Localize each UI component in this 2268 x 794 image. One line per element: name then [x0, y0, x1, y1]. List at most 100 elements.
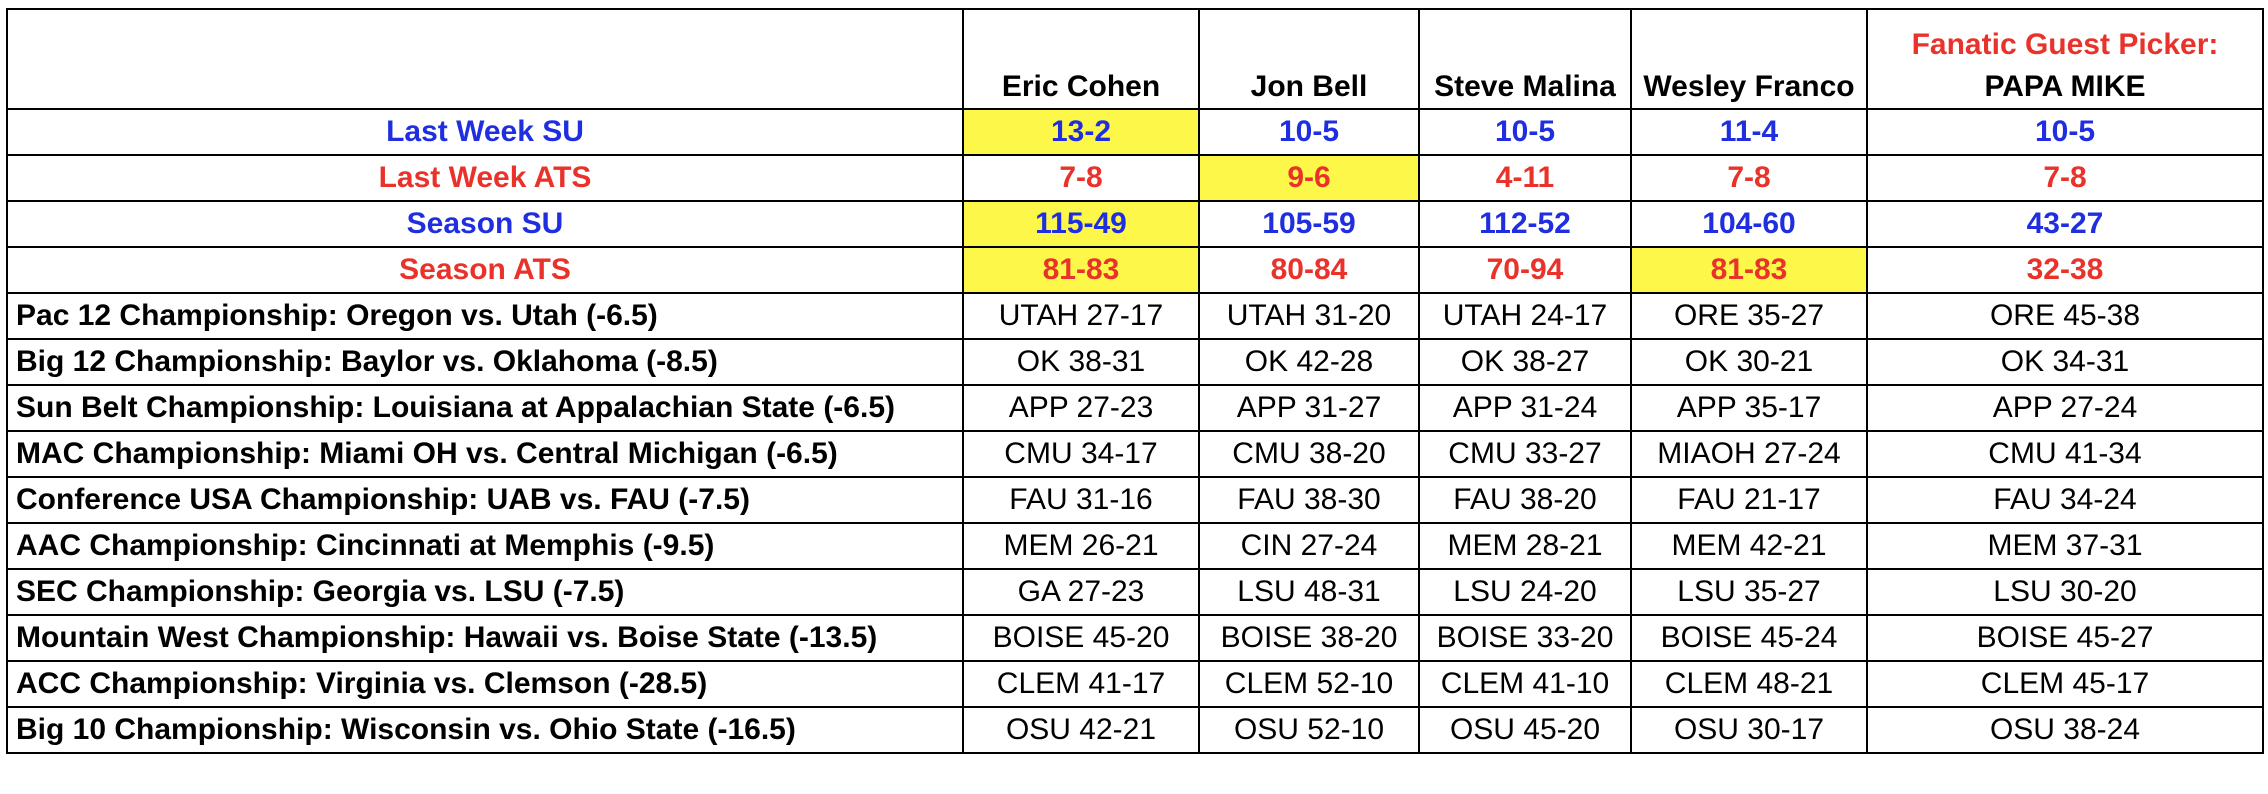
- stat-value: 13-2: [962, 108, 1200, 156]
- game-label: Conference USA Championship: UAB vs. FAU…: [6, 476, 964, 524]
- picks-table: Eric Cohen Jon Bell Steve Malina Wesley …: [6, 8, 2264, 754]
- game-pick: OK 38-27: [1418, 338, 1632, 386]
- game-pick: APP 31-24: [1418, 384, 1632, 432]
- stat-value: 7-8: [1866, 154, 2264, 202]
- game-pick: GA 27-23: [962, 568, 1200, 616]
- stat-value: 105-59: [1198, 200, 1420, 248]
- stat-value: 70-94: [1418, 246, 1632, 294]
- game-pick: APP 31-27: [1198, 384, 1420, 432]
- game-pick: CLEM 48-21: [1630, 660, 1868, 708]
- game-pick: OK 34-31: [1866, 338, 2264, 386]
- game-pick: OK 38-31: [962, 338, 1200, 386]
- game-pick: OSU 42-21: [962, 706, 1200, 754]
- game-pick: CLEM 41-10: [1418, 660, 1632, 708]
- game-pick: BOISE 38-20: [1198, 614, 1420, 662]
- game-pick: OSU 45-20: [1418, 706, 1632, 754]
- game-label: AAC Championship: Cincinnati at Memphis …: [6, 522, 964, 570]
- stat-value: 43-27: [1866, 200, 2264, 248]
- game-pick: BOISE 45-20: [962, 614, 1200, 662]
- game-pick: UTAH 27-17: [962, 292, 1200, 340]
- stat-value: 115-49: [962, 200, 1200, 248]
- game-pick: MIAOH 27-24: [1630, 430, 1868, 478]
- picker-header-wesley-franco: Wesley Franco: [1630, 8, 1868, 110]
- stat-row: Last Week ATS 7-8 9-6 4-11 7-8 7-8: [6, 154, 2264, 202]
- game-row: AAC Championship: Cincinnati at Memphis …: [6, 522, 2264, 570]
- stat-value: 32-38: [1866, 246, 2264, 294]
- game-row: ACC Championship: Virginia vs. Clemson (…: [6, 660, 2264, 708]
- game-row: SEC Championship: Georgia vs. LSU (-7.5)…: [6, 568, 2264, 616]
- stat-value: 10-5: [1418, 108, 1632, 156]
- game-pick: FAU 38-20: [1418, 476, 1632, 524]
- stat-label: Last Week SU: [6, 108, 964, 156]
- header-row: Eric Cohen Jon Bell Steve Malina Wesley …: [6, 8, 2264, 110]
- game-label: Big 12 Championship: Baylor vs. Oklahoma…: [6, 338, 964, 386]
- game-label: ACC Championship: Virginia vs. Clemson (…: [6, 660, 964, 708]
- game-pick: BOISE 45-27: [1866, 614, 2264, 662]
- game-label: SEC Championship: Georgia vs. LSU (-7.5): [6, 568, 964, 616]
- game-row: Big 10 Championship: Wisconsin vs. Ohio …: [6, 706, 2264, 754]
- game-pick: CLEM 41-17: [962, 660, 1200, 708]
- game-pick: FAU 34-24: [1866, 476, 2264, 524]
- game-pick: MEM 37-31: [1866, 522, 2264, 570]
- game-row: Sun Belt Championship: Louisiana at Appa…: [6, 384, 2264, 432]
- game-pick: FAU 31-16: [962, 476, 1200, 524]
- guest-picker-title: Fanatic Guest Picker:: [1911, 28, 2219, 61]
- game-pick: CLEM 45-17: [1866, 660, 2264, 708]
- game-pick: MEM 42-21: [1630, 522, 1868, 570]
- game-row: MAC Championship: Miami OH vs. Central M…: [6, 430, 2264, 478]
- game-pick: BOISE 33-20: [1418, 614, 1632, 662]
- stat-value: 10-5: [1198, 108, 1420, 156]
- stat-value: 7-8: [962, 154, 1200, 202]
- game-pick: LSU 35-27: [1630, 568, 1868, 616]
- stat-label: Season ATS: [6, 246, 964, 294]
- game-pick: FAU 38-30: [1198, 476, 1420, 524]
- guest-picker-header: Fanatic Guest Picker: PAPA MIKE: [1866, 8, 2264, 110]
- stat-row: Last Week SU 13-2 10-5 10-5 11-4 10-5: [6, 108, 2264, 156]
- game-pick: LSU 30-20: [1866, 568, 2264, 616]
- game-pick: CMU 38-20: [1198, 430, 1420, 478]
- game-pick: CMU 34-17: [962, 430, 1200, 478]
- game-pick: CLEM 52-10: [1198, 660, 1420, 708]
- stat-value: 7-8: [1630, 154, 1868, 202]
- game-row: Conference USA Championship: UAB vs. FAU…: [6, 476, 2264, 524]
- game-row: Big 12 Championship: Baylor vs. Oklahoma…: [6, 338, 2264, 386]
- game-pick: APP 35-17: [1630, 384, 1868, 432]
- game-pick: OSU 30-17: [1630, 706, 1868, 754]
- game-label: Pac 12 Championship: Oregon vs. Utah (-6…: [6, 292, 964, 340]
- stat-row: Season ATS 81-83 80-84 70-94 81-83 32-38: [6, 246, 2264, 294]
- stat-row: Season SU 115-49 105-59 112-52 104-60 43-27: [6, 200, 2264, 248]
- picker-header-eric-cohen: Eric Cohen: [962, 8, 1200, 110]
- game-label: MAC Championship: Miami OH vs. Central M…: [6, 430, 964, 478]
- stat-value: 11-4: [1630, 108, 1868, 156]
- game-pick: LSU 48-31: [1198, 568, 1420, 616]
- game-pick: MEM 28-21: [1418, 522, 1632, 570]
- game-pick: OSU 38-24: [1866, 706, 2264, 754]
- picker-header-steve-malina: Steve Malina: [1418, 8, 1632, 110]
- stat-value: 10-5: [1866, 108, 2264, 156]
- game-pick: CMU 41-34: [1866, 430, 2264, 478]
- game-pick: FAU 21-17: [1630, 476, 1868, 524]
- game-pick: APP 27-23: [962, 384, 1200, 432]
- game-row: Pac 12 Championship: Oregon vs. Utah (-6…: [6, 292, 2264, 340]
- game-pick: CIN 27-24: [1198, 522, 1420, 570]
- game-pick: APP 27-24: [1866, 384, 2264, 432]
- guest-picker-name: PAPA MIKE: [1984, 70, 2146, 103]
- game-label: Big 10 Championship: Wisconsin vs. Ohio …: [6, 706, 964, 754]
- game-label: Mountain West Championship: Hawaii vs. B…: [6, 614, 964, 662]
- picker-header-jon-bell: Jon Bell: [1198, 8, 1420, 110]
- game-pick: ORE 45-38: [1866, 292, 2264, 340]
- game-pick: BOISE 45-24: [1630, 614, 1868, 662]
- stat-value: 9-6: [1198, 154, 1420, 202]
- game-pick: ORE 35-27: [1630, 292, 1868, 340]
- stat-value: 104-60: [1630, 200, 1868, 248]
- corner-cell: [6, 8, 964, 110]
- game-pick: UTAH 31-20: [1198, 292, 1420, 340]
- stat-value: 80-84: [1198, 246, 1420, 294]
- stat-label: Last Week ATS: [6, 154, 964, 202]
- game-pick: MEM 26-21: [962, 522, 1200, 570]
- game-pick: CMU 33-27: [1418, 430, 1632, 478]
- stat-value: 112-52: [1418, 200, 1632, 248]
- game-pick: OK 42-28: [1198, 338, 1420, 386]
- stat-value: 81-83: [1630, 246, 1868, 294]
- stat-label: Season SU: [6, 200, 964, 248]
